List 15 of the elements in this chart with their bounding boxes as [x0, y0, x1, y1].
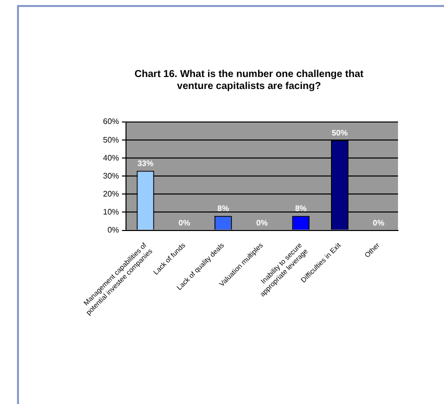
- data-label: 0%: [372, 218, 384, 228]
- y-tick-label: 40%: [102, 153, 120, 162]
- data-label: 0%: [256, 218, 268, 228]
- data-label: 0%: [178, 218, 190, 228]
- y-tick-label: 10%: [102, 207, 120, 216]
- data-label: 8%: [295, 204, 307, 214]
- data-label: 50%: [332, 128, 348, 138]
- chart-title: Chart 16. What is the number one challenge that venture capitalists are facing?: [134, 68, 364, 92]
- y-tick-label: 0%: [107, 225, 120, 234]
- y-tick-label: 20%: [102, 189, 120, 198]
- data-label: 8%: [217, 204, 229, 214]
- y-tick-label: 50%: [102, 135, 120, 144]
- y-tick-label: 60%: [102, 117, 120, 126]
- data-label: 33%: [137, 158, 154, 168]
- y-tick-label: 30%: [102, 171, 120, 180]
